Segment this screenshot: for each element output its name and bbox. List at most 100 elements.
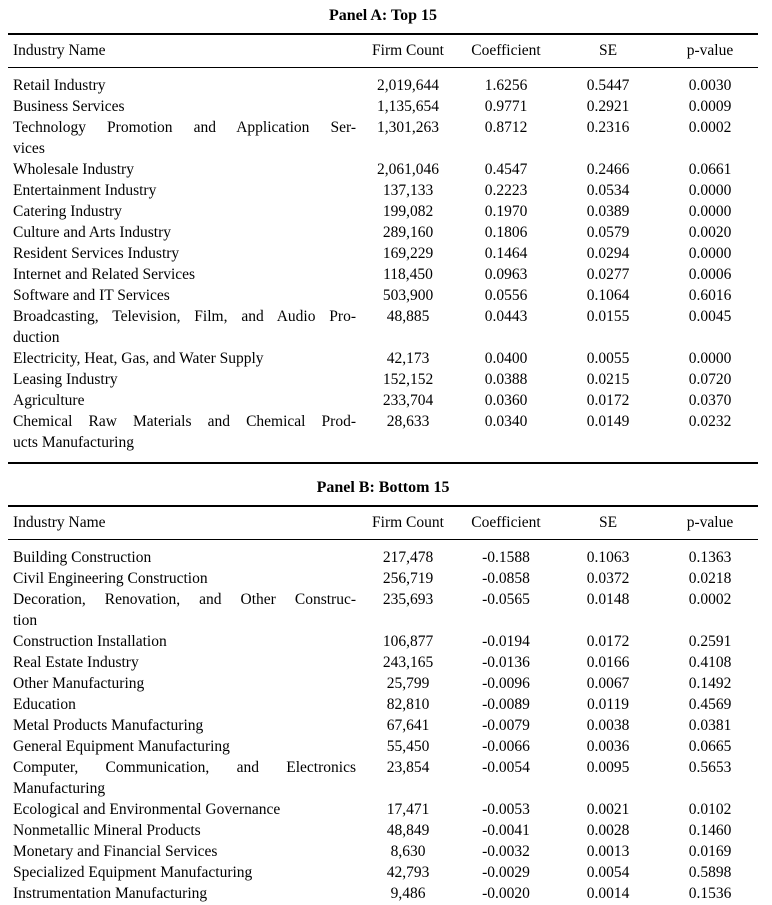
se-cell: 0.0119 [586,696,630,713]
table-row: Building Construction 217,478 -0.1588 0.106… [8,540,758,569]
table-row: Decoration, Renovation, and Other Constr… [8,589,758,631]
firm-count-cell: 2,019,644 [377,77,439,94]
table-row: Retail Industry 2,019,644 1.6256 0.5447 0.00… [8,68,758,97]
column-header-coefficient: Coefficient [471,514,541,531]
coefficient-cell: -0.0032 [482,843,530,860]
coefficient-cell: -0.0066 [482,738,530,755]
table-row: Metal Products Manufacturing 67,641 -0.007… [8,715,758,736]
p-value-cell: 0.0020 [688,224,732,241]
firm-count-cell: 48,885 [386,308,430,325]
table-body: Retail Industry 2,019,644 1.6256 0.5447 0.00… [8,68,758,463]
se-cell: 0.0036 [586,738,630,755]
firm-count-cell: 289,160 [382,224,434,241]
coefficient-cell: 0.0388 [484,371,528,388]
p-value-cell: 0.2591 [688,633,732,650]
coefficient-cell: -0.0053 [482,801,530,818]
table-header: Industry Name Firm Count Coefficient SE p-va… [8,34,758,68]
coefficient-cell: 0.9771 [484,98,528,115]
firm-count-cell: 67,641 [386,717,430,734]
firm-count-cell: 243,165 [382,654,434,671]
header-row: Industry Name Firm Count Coefficient SE p-va… [8,506,758,540]
coefficient-cell: -0.0194 [482,633,530,650]
firm-count-cell: 503,900 [382,287,434,304]
p-value-cell: 0.0045 [688,308,732,325]
p-value-cell: 0.0370 [688,392,732,409]
industry-name-line: vices [13,140,45,157]
industry-name-line: Chemical Raw Materials and Chemical Prod… [13,413,356,430]
se-cell: 0.0277 [586,266,630,283]
p-value-cell: 0.1492 [688,675,732,692]
industry-name-cell: Technology Promotion and Application Ser… [8,117,358,159]
coefficient-cell: -0.0089 [482,696,530,713]
se-cell: 0.0055 [586,350,630,367]
se-cell: 0.0172 [586,633,630,650]
p-value-cell: 0.0218 [688,570,732,587]
table-row: Resident Services Industry 169,229 0.1464 0… [8,243,758,264]
industry-name-line: Electricity, Heat, Gas, and Water Supply [13,350,264,367]
industry-name-line: Wholesale Industry [13,161,134,178]
industry-name-line: Leasing Industry [13,371,118,388]
p-value-cell: 0.0006 [688,266,732,283]
se-cell: 0.0215 [586,371,630,388]
se-cell: 0.0149 [586,413,630,430]
se-cell: 0.0579 [586,224,630,241]
coefficient-cell: 0.0340 [484,413,528,430]
industry-name-line: Real Estate Industry [13,654,139,671]
industry-name-cell: Software and IT Services [8,285,358,306]
table-row: Construction Installation 106,877 -0.0194 0… [8,631,758,652]
industry-name-line: Culture and Arts Industry [13,224,171,241]
p-value-cell: 0.4108 [688,654,732,671]
firm-count-cell: 152,152 [382,371,434,388]
column-header-firm-count: Firm Count [372,42,444,59]
firm-count-cell: 82,810 [386,696,430,713]
firm-count-cell: 256,719 [382,570,434,587]
industry-name-cell: Specialized Equipment Manufacturing [8,862,358,883]
coefficient-cell: 0.0963 [484,266,528,283]
p-value-cell: 0.0000 [688,182,732,199]
table-row: Internet and Related Services 118,450 0.09… [8,264,758,285]
industry-name-line: Business Services [13,98,125,115]
table-row: Specialized Equipment Manufacturing 42,79… [8,862,758,883]
industry-name-line: Internet and Related Services [13,266,196,283]
firm-count-cell: 48,849 [386,822,430,839]
industry-name-cell: Decoration, Renovation, and Other Constr… [8,589,358,631]
industry-name-line: Resident Services Industry [13,245,180,262]
firm-count-cell: 55,450 [386,738,430,755]
table-row: Monetary and Financial Services 8,630 -0.0… [8,841,758,862]
industry-name-line: Retail Industry [13,77,106,94]
table-row: Nonmetallic Mineral Products 48,849 -0.004… [8,820,758,841]
table-row: Chemical Raw Materials and Chemical Prod… [8,411,758,463]
se-cell: 0.0172 [586,392,630,409]
industry-table: Industry Name Firm Count Coefficient SE p-va… [8,505,758,905]
se-cell: 0.2316 [586,119,630,136]
table-row: Entertainment Industry 137,133 0.2223 0.053… [8,180,758,201]
industry-name-line: Metal Products Manufacturing [13,717,204,734]
firm-count-cell: 235,693 [382,591,434,608]
industry-name-cell: Internet and Related Services [8,264,358,285]
firm-count-cell: 42,173 [386,350,430,367]
industry-name-cell: Nonmetallic Mineral Products [8,820,358,841]
industry-name-cell: Ecological and Environmental Governance [8,799,358,820]
table-row: Ecological and Environmental Governance 1… [8,799,758,820]
p-value-cell: 0.4569 [688,696,732,713]
table-row: Other Manufacturing 25,799 -0.0096 0.0067 0.… [8,673,758,694]
firm-count-cell: 25,799 [386,675,430,692]
p-value-cell: 0.5653 [688,759,732,776]
firm-count-cell: 17,471 [386,801,430,818]
table-row: Business Services 1,135,654 0.9771 0.2921 0.… [8,96,758,117]
industry-name-line: Other Manufacturing [13,675,145,692]
table-row: Technology Promotion and Application Ser… [8,117,758,159]
coefficient-cell: -0.0565 [482,591,530,608]
industry-name-line: Nonmetallic Mineral Products [13,822,201,839]
industry-name-cell: Broadcasting, Television, Film, and Audi… [8,306,358,348]
p-value-cell: 0.5898 [688,864,732,881]
industry-name-line: Decoration, Renovation, and Other Constr… [13,591,356,608]
coefficient-cell: -0.0020 [482,885,530,902]
coefficient-cell: -0.0079 [482,717,530,734]
industry-name-cell: Leasing Industry [8,369,358,390]
table-row: Leasing Industry 152,152 0.0388 0.0215 0.072… [8,369,758,390]
se-cell: 0.0155 [586,308,630,325]
industry-name-cell: Business Services [8,96,358,117]
p-value-cell: 0.0009 [688,98,732,115]
industry-name-line: Construction Installation [13,633,167,650]
